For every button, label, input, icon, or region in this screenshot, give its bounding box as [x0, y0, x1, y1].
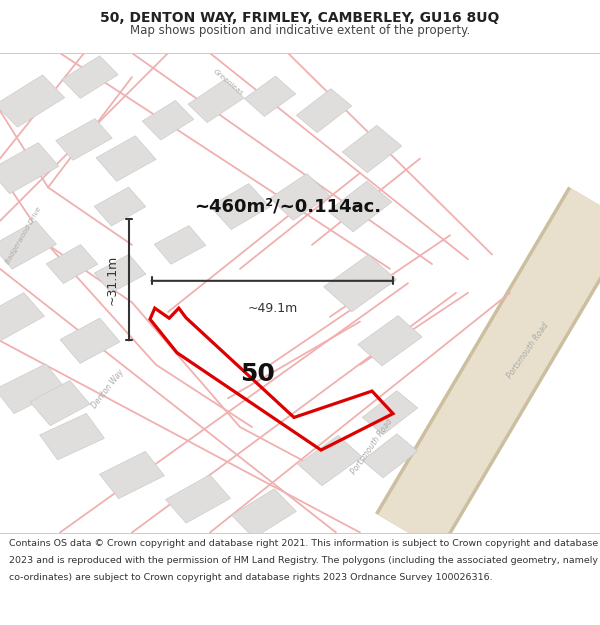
Text: ~460m²/~0.114ac.: ~460m²/~0.114ac. [194, 198, 382, 216]
Polygon shape [358, 316, 422, 366]
Polygon shape [328, 181, 392, 232]
Polygon shape [0, 221, 56, 269]
Polygon shape [362, 391, 418, 434]
Polygon shape [94, 187, 146, 226]
Polygon shape [0, 75, 65, 127]
Polygon shape [30, 381, 90, 426]
Polygon shape [0, 292, 44, 341]
Polygon shape [296, 89, 352, 132]
Text: Greenleas: Greenleas [212, 68, 244, 96]
Text: 2023 and is reproduced with the permission of HM Land Registry. The polygons (in: 2023 and is reproduced with the permissi… [9, 556, 600, 565]
Polygon shape [60, 318, 120, 363]
Polygon shape [46, 244, 98, 284]
Text: ~49.1m: ~49.1m [247, 302, 298, 316]
Polygon shape [362, 434, 418, 478]
Text: 50: 50 [241, 362, 275, 386]
Text: Denton Way: Denton Way [90, 368, 126, 410]
Polygon shape [232, 489, 296, 538]
Text: Portsmouth Road: Portsmouth Road [505, 321, 551, 380]
Polygon shape [188, 79, 244, 122]
Polygon shape [56, 119, 112, 160]
Polygon shape [62, 56, 118, 98]
Text: Contains OS data © Crown copyright and database right 2021. This information is : Contains OS data © Crown copyright and d… [9, 539, 600, 548]
Polygon shape [166, 475, 230, 523]
Polygon shape [154, 226, 206, 264]
Polygon shape [142, 101, 194, 140]
Polygon shape [0, 142, 59, 194]
Text: Badgerwood Drive: Badgerwood Drive [5, 206, 43, 265]
Polygon shape [100, 451, 164, 499]
Polygon shape [342, 126, 402, 173]
Text: ~31.1m: ~31.1m [105, 254, 118, 305]
Polygon shape [270, 174, 330, 220]
Text: Portsmouth Road: Portsmouth Road [349, 417, 395, 476]
Text: co-ordinates) are subject to Crown copyright and database rights 2023 Ordnance S: co-ordinates) are subject to Crown copyr… [9, 573, 493, 582]
Text: Map shows position and indicative extent of the property.: Map shows position and indicative extent… [130, 24, 470, 38]
Text: 50, DENTON WAY, FRIMLEY, CAMBERLEY, GU16 8UQ: 50, DENTON WAY, FRIMLEY, CAMBERLEY, GU16… [100, 11, 500, 24]
Polygon shape [298, 436, 362, 486]
Polygon shape [210, 184, 270, 229]
Polygon shape [244, 76, 296, 116]
Polygon shape [96, 136, 156, 181]
Polygon shape [40, 413, 104, 460]
Polygon shape [0, 364, 65, 414]
Polygon shape [94, 254, 146, 293]
Polygon shape [323, 255, 397, 312]
